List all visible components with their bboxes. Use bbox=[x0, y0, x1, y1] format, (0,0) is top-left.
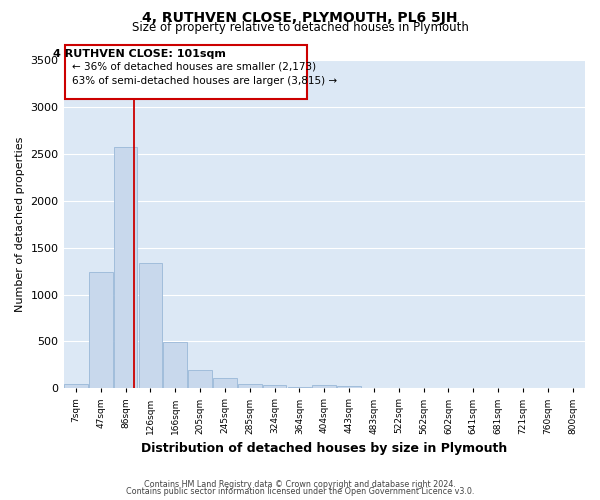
Bar bbox=[65, 45, 307, 100]
Text: 4, RUTHVEN CLOSE, PLYMOUTH, PL6 5JH: 4, RUTHVEN CLOSE, PLYMOUTH, PL6 5JH bbox=[142, 11, 458, 25]
Bar bbox=[263, 386, 286, 388]
Bar bbox=[238, 384, 262, 388]
Bar bbox=[114, 148, 137, 388]
Bar bbox=[337, 386, 361, 388]
Text: Contains HM Land Registry data © Crown copyright and database right 2024.: Contains HM Land Registry data © Crown c… bbox=[144, 480, 456, 489]
Text: ← 36% of detached houses are smaller (2,173): ← 36% of detached houses are smaller (2,… bbox=[72, 62, 316, 72]
Y-axis label: Number of detached properties: Number of detached properties bbox=[15, 136, 25, 312]
X-axis label: Distribution of detached houses by size in Plymouth: Distribution of detached houses by size … bbox=[141, 442, 508, 455]
Text: 63% of semi-detached houses are larger (3,815) →: 63% of semi-detached houses are larger (… bbox=[72, 76, 337, 86]
Bar bbox=[64, 384, 88, 388]
Bar bbox=[287, 387, 311, 388]
Text: 4 RUTHVEN CLOSE: 101sqm: 4 RUTHVEN CLOSE: 101sqm bbox=[53, 49, 226, 59]
Text: Size of property relative to detached houses in Plymouth: Size of property relative to detached ho… bbox=[131, 21, 469, 34]
Text: Contains public sector information licensed under the Open Government Licence v3: Contains public sector information licen… bbox=[126, 488, 474, 496]
Bar bbox=[139, 262, 162, 388]
Bar bbox=[163, 342, 187, 388]
Bar bbox=[188, 370, 212, 388]
Bar bbox=[313, 386, 336, 388]
Bar bbox=[213, 378, 237, 388]
Bar bbox=[89, 272, 113, 388]
